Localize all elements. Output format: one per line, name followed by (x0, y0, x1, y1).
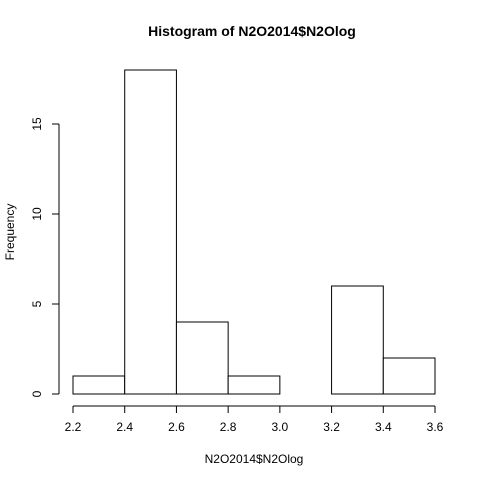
x-tick-label-1: 2.4 (116, 420, 133, 434)
x-tick-label-4: 3.0 (272, 420, 289, 434)
bars-group (73, 70, 435, 394)
y-tick-label-2: 10 (30, 207, 44, 221)
histogram-bar-1 (125, 70, 177, 394)
x-axis-label: N2O2014$N2Olog (205, 452, 304, 466)
x-tick-label-6: 3.4 (375, 420, 392, 434)
y-tick-label-0: 0 (30, 390, 44, 397)
histogram-bar-5 (332, 286, 384, 394)
x-tick-label-3: 2.8 (220, 420, 237, 434)
x-tick-label-2: 2.6 (168, 420, 185, 434)
histogram-bar-3 (228, 376, 280, 394)
y-tick-label-1: 5 (30, 300, 44, 307)
chart-title: Histogram of N2O2014$N2Olog (148, 23, 356, 39)
y-axis: 0 5 10 15 (30, 117, 59, 397)
x-axis: 2.2 2.4 2.6 2.8 3.0 3.2 3.4 3.6 (65, 406, 444, 434)
x-tick-label-0: 2.2 (65, 420, 82, 434)
y-tick-label-3: 15 (30, 117, 44, 131)
x-tick-label-5: 3.2 (323, 420, 340, 434)
histogram-bar-2 (176, 322, 228, 394)
histogram-bar-6 (383, 358, 435, 394)
y-axis-label: Frequency (3, 204, 17, 261)
histogram-bar-0 (73, 376, 125, 394)
x-tick-label-7: 3.6 (427, 420, 444, 434)
